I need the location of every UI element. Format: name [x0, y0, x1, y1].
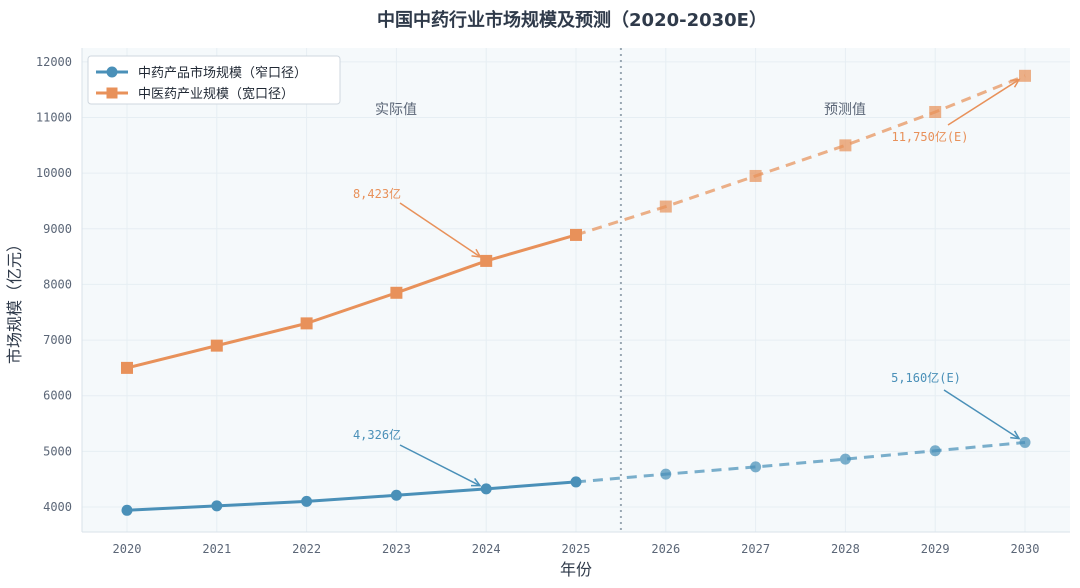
legend-text-narrow: 中药产品市场规模（窄口径）	[138, 65, 307, 81]
series-1-forecast-line	[575, 74, 1026, 237]
x-tick-label-2025: 2025	[562, 542, 591, 556]
x-tick-label-2020: 2020	[113, 542, 142, 556]
y-tick-label-10000: 10000	[36, 166, 72, 180]
chart-title: 中国中药行业市场规模及预测（2020-2030E）	[377, 9, 767, 31]
legend-marker-broad	[106, 87, 118, 99]
annotation-arrow-0	[399, 202, 481, 258]
series-1-actual-line	[126, 233, 577, 370]
series-0-point-2020	[121, 504, 133, 516]
y-tick-label-5000: 5000	[43, 444, 72, 458]
series-0-point-2027	[750, 461, 762, 473]
x-tick-label-2027: 2027	[741, 542, 770, 556]
x-tick-label-2023: 2023	[382, 542, 411, 556]
axes: 4000 5000 6000 7000 8000 9000 10000 11000 12000 2…	[36, 48, 1070, 556]
x-tick-label-2021: 2021	[202, 542, 231, 556]
series-0-point-2025	[570, 476, 582, 488]
series-0-point-2024	[480, 483, 492, 495]
series-1-point-2022	[300, 317, 313, 330]
series-0-point-2030	[1019, 436, 1031, 448]
annotation-arrowhead-3	[1010, 430, 1021, 440]
annotation-label-0: 8,423亿	[353, 186, 401, 201]
series-1-point-2020	[121, 361, 133, 374]
legend: 中药产品市场规模（窄口径） 中医药产业规模（宽口径）	[87, 55, 341, 105]
x-tick-label-2026: 2026	[651, 542, 680, 556]
series-1-point-2024	[480, 254, 493, 267]
y-tick-label-9000: 9000	[43, 222, 72, 236]
series-0-point-2029	[929, 445, 941, 457]
annotation-label-3: 5,160亿(E)	[891, 370, 961, 385]
annotation-label-1: 11,750亿(E)	[891, 129, 968, 144]
annotations: 8,423亿 11,750亿(E) 4,326亿 5,160亿(E)	[353, 78, 1021, 487]
series-1-point-2030	[1019, 69, 1031, 82]
data-series	[121, 69, 1031, 516]
series-0-point-2023	[390, 489, 402, 501]
y-tick-label-8000: 8000	[43, 277, 72, 291]
y-tick-label-4000: 4000	[43, 500, 72, 514]
series-1-point-2021	[210, 339, 223, 352]
series-0-point-2021	[211, 500, 223, 512]
annotation-arrowhead-1	[1010, 78, 1021, 88]
annotation-arrow-3	[943, 389, 1020, 440]
annotation-arrowhead-0	[471, 248, 482, 258]
y-tick-label-7000: 7000	[43, 333, 72, 347]
x-tick-label-2030: 2030	[1011, 542, 1040, 556]
x-axis-label: 年份	[560, 560, 592, 579]
series-1-point-2029	[929, 105, 942, 118]
annotation-arrow-2	[399, 444, 481, 487]
legend-marker-narrow	[106, 66, 118, 78]
x-tick-label-2029: 2029	[921, 542, 950, 556]
series-1-point-2023	[390, 286, 403, 299]
legend-box	[87, 55, 341, 105]
x-tick-label-2022: 2022	[292, 542, 321, 556]
annotation-label-2: 4,326亿	[353, 427, 401, 442]
series-1-point-2025	[570, 228, 582, 241]
series-1-point-2026	[659, 200, 672, 213]
series-1-point-2027	[749, 169, 762, 182]
legend-text-broad: 中医药产业规模（宽口径）	[138, 86, 294, 102]
forecast-region-label: 预测值	[824, 102, 866, 118]
y-axis-label: 市场规模（亿元）	[5, 236, 24, 364]
series-1-point-2028	[839, 139, 852, 152]
series-0-point-2028	[839, 453, 851, 465]
y-tick-label-11000: 11000	[36, 111, 72, 125]
series-0-point-2022	[301, 495, 313, 507]
annotation-arrow-1	[947, 78, 1020, 126]
actual-region-label: 实际值	[375, 102, 417, 118]
x-tick-label-2024: 2024	[472, 542, 501, 556]
annotation-arrowhead-2	[471, 478, 482, 487]
series-0-forecast-line	[575, 440, 1026, 484]
series-0-actual-line	[126, 480, 577, 512]
series-0-point-2026	[660, 468, 672, 480]
y-tick-label-12000: 12000	[36, 55, 72, 69]
y-tick-label-6000: 6000	[43, 389, 72, 403]
x-tick-label-2028: 2028	[831, 542, 860, 556]
